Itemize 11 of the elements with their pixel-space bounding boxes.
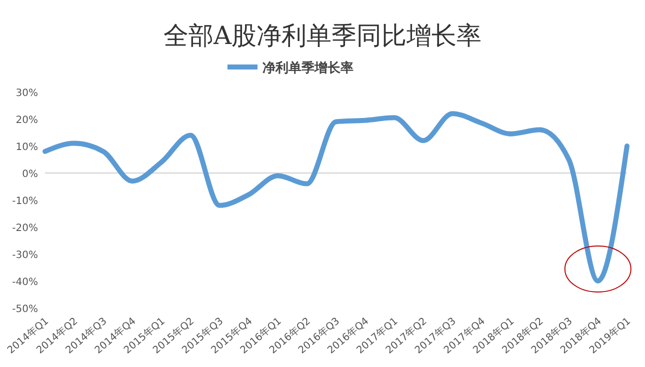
y-tick-label: -40% xyxy=(12,277,38,288)
y-tick-label: -20% xyxy=(12,223,38,234)
y-tick-label: 20% xyxy=(16,115,38,126)
y-tick-label: 30% xyxy=(16,88,38,99)
y-tick-label: 0% xyxy=(22,169,38,180)
y-tick-label: -30% xyxy=(12,250,38,261)
chart-title: 全部A股净利单季同比增长率 xyxy=(163,21,482,50)
legend-label: 净利单季增长率 xyxy=(262,60,354,76)
y-tick-label: 10% xyxy=(16,142,38,153)
y-tick-label: -10% xyxy=(12,196,38,207)
y-tick-label: -50% xyxy=(12,304,38,315)
